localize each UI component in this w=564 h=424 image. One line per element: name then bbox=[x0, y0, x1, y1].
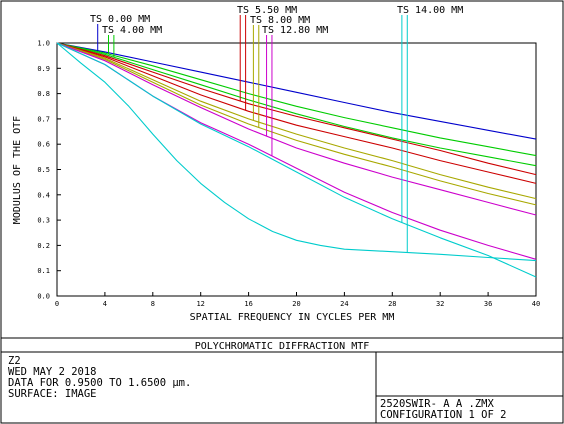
x-tick-label: 24 bbox=[340, 300, 348, 308]
info-lens-name: Z2 bbox=[8, 355, 21, 367]
mtf-series-line bbox=[56, 42, 537, 157]
info-wavelength-range: DATA FOR 0.9500 TO 1.6500 µm. bbox=[8, 377, 191, 389]
y-tick-label: 0.7 bbox=[37, 115, 50, 123]
y-tick-label: 0.8 bbox=[37, 90, 50, 98]
info-file-name: 2520SWIR- A A .ZMX bbox=[380, 398, 494, 410]
y-tick-label: 1.0 bbox=[37, 40, 50, 48]
field-label: TS 5.50 MM bbox=[237, 5, 297, 16]
x-axis-title: SPATIAL FREQUENCY IN CYCLES PER MM bbox=[190, 312, 395, 323]
field-label: TS 8.00 MM bbox=[250, 15, 310, 26]
x-tick-label: 16 bbox=[244, 300, 252, 308]
x-axis-ticks: 0 4 8 12 16 20 24 28 32 36 40 bbox=[55, 292, 540, 308]
mtf-series-line bbox=[56, 42, 537, 206]
mtf-series-line bbox=[56, 42, 537, 184]
field-label: TS 12.80 MM bbox=[262, 25, 328, 36]
y-tick-label: 0.2 bbox=[37, 242, 50, 250]
mtf-series-line bbox=[56, 42, 537, 200]
x-tick-label: 40 bbox=[532, 300, 540, 308]
info-surface: SURFACE: IMAGE bbox=[8, 388, 97, 400]
info-date: WED MAY 2 2018 bbox=[8, 366, 97, 378]
y-tick-label: 0.3 bbox=[37, 217, 50, 225]
chart-title: POLYCHROMATIC DIFFRACTION MTF bbox=[195, 341, 370, 352]
y-tick-label: 0.4 bbox=[37, 191, 50, 199]
x-tick-label: 28 bbox=[388, 300, 396, 308]
y-axis-title: MODULUS OF THE OTF bbox=[12, 116, 23, 224]
x-tick-label: 4 bbox=[103, 300, 107, 308]
mtf-series-line bbox=[56, 42, 537, 260]
field-label: TS 14.00 MM bbox=[397, 5, 463, 16]
info-configuration: CONFIGURATION 1 OF 2 bbox=[380, 409, 506, 421]
field-label: TS 4.00 MM bbox=[102, 25, 162, 36]
x-tick-label: 8 bbox=[151, 300, 155, 308]
mtf-series-line bbox=[56, 42, 537, 278]
y-axis-ticks: 0.0 0.1 0.2 0.3 0.4 0.5 0.6 0.7 0.8 0.9 1.0 bbox=[37, 40, 61, 301]
x-tick-label: 32 bbox=[436, 300, 444, 308]
mtf-series-line bbox=[56, 42, 537, 140]
y-tick-label: 0.9 bbox=[37, 65, 50, 73]
mtf-series-group bbox=[56, 42, 537, 278]
x-tick-label: 12 bbox=[196, 300, 204, 308]
field-label: TS 0.00 MM bbox=[90, 14, 150, 25]
mtf-series-line bbox=[56, 42, 537, 262]
y-tick-label: 0.0 bbox=[37, 293, 50, 301]
mtf-series-line bbox=[56, 42, 537, 176]
mtf-series-line bbox=[56, 42, 537, 167]
y-tick-label: 0.6 bbox=[37, 141, 50, 149]
y-tick-label: 0.5 bbox=[37, 166, 50, 174]
x-tick-label: 0 bbox=[55, 300, 59, 308]
mtf-series-line bbox=[56, 42, 537, 216]
x-tick-label: 36 bbox=[484, 300, 492, 308]
y-tick-label: 0.1 bbox=[37, 267, 50, 275]
x-tick-label: 20 bbox=[292, 300, 300, 308]
